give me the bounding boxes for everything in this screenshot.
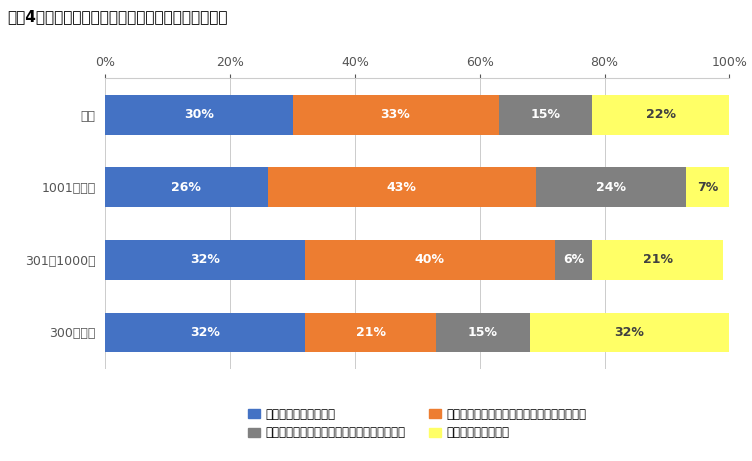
Legend: マス型採用に注力した, 個別採用を主軸にマス型採用にも取り組んだ, マス型採用を主軸に個別採用にも取り組んだ, 個別採用に注力した: マス型採用に注力した, 個別採用を主軸にマス型採用にも取り組んだ, マス型採用を… [243,403,592,444]
Text: 40%: 40% [415,254,445,266]
Text: 7%: 7% [697,181,718,194]
Bar [686,167,729,207]
Text: 33%: 33% [381,108,411,121]
Bar [105,167,268,207]
Bar [592,95,729,135]
Bar [268,167,536,207]
Bar [499,95,592,135]
Text: 15%: 15% [530,108,560,121]
Text: 32%: 32% [190,326,220,339]
Text: 15%: 15% [468,326,498,339]
Bar [105,240,305,280]
Text: 43%: 43% [387,181,417,194]
Text: 32%: 32% [190,254,220,266]
Bar [105,95,293,135]
Text: 図表4　マス採用と個別採用のバランス（単一回答）: 図表4 マス採用と個別採用のバランス（単一回答） [8,9,228,24]
Text: 30%: 30% [184,108,214,121]
Bar [529,313,729,353]
Bar [305,313,436,353]
Text: 22%: 22% [646,108,676,121]
Bar [436,313,529,353]
Bar [555,240,592,280]
Text: 21%: 21% [643,254,672,266]
Text: 24%: 24% [596,181,626,194]
Text: 6%: 6% [562,254,584,266]
Text: 26%: 26% [171,181,202,194]
Bar [592,240,723,280]
Bar [293,95,499,135]
Bar [305,240,555,280]
Bar [105,313,305,353]
Bar [536,167,686,207]
Text: 32%: 32% [614,326,644,339]
Text: 21%: 21% [356,326,386,339]
